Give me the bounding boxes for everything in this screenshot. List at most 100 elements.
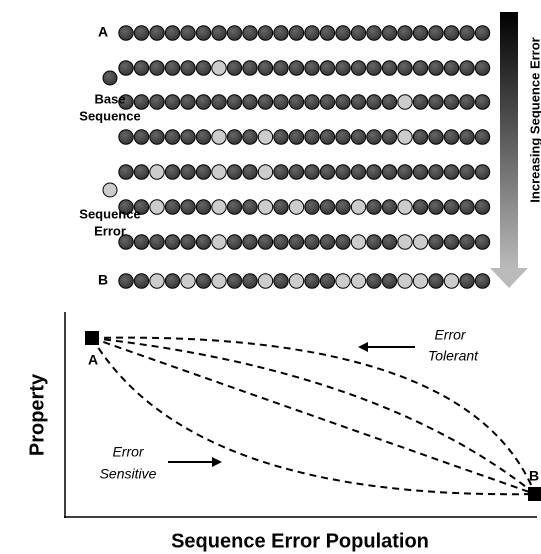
base-circle: [195, 129, 212, 145]
base-circle: [242, 25, 258, 41]
base-circle: [319, 129, 336, 145]
legend-base-icon: [102, 70, 118, 86]
base-circle: [180, 199, 196, 215]
error-circle: [211, 164, 227, 180]
base-circle: [412, 94, 429, 110]
base-circle: [319, 234, 336, 250]
error-circle: [350, 273, 367, 289]
base-circle: [459, 164, 475, 180]
base-circle: [133, 164, 150, 180]
base-circle: [366, 60, 382, 76]
base-circle: [195, 273, 212, 289]
base-circle: [381, 94, 398, 110]
base-circle: [304, 129, 320, 145]
base-circle: [304, 164, 320, 180]
error-circle: [397, 234, 413, 250]
base-circle: [149, 94, 165, 110]
base-circle: [273, 25, 289, 41]
base-circle: [164, 25, 181, 41]
arrow-head: [490, 268, 528, 288]
base-circle: [474, 60, 491, 76]
base-circle: [118, 94, 134, 110]
base-circle: [350, 164, 367, 180]
base-circle: [459, 25, 475, 41]
error-circle: [335, 273, 351, 289]
base-circle: [319, 60, 336, 76]
base-circle: [366, 94, 382, 110]
base-circle: [242, 199, 258, 215]
base-circle: [474, 94, 491, 110]
error-circle: [350, 199, 367, 215]
row-label: A: [98, 24, 108, 40]
base-circle: [180, 60, 196, 76]
base-circle: [335, 199, 351, 215]
base-circle: [195, 199, 212, 215]
error-circle: [211, 60, 227, 76]
base-circle: [443, 164, 460, 180]
base-circle: [257, 94, 274, 110]
base-circle: [397, 164, 413, 180]
base-circle: [319, 273, 336, 289]
annotation: Error: [112, 444, 144, 460]
base-circle: [381, 25, 398, 41]
error-circle: [211, 199, 227, 215]
arrow-label: Increasing Sequence Error: [527, 37, 541, 202]
gradient-arrow: [500, 12, 518, 270]
base-circle: [350, 25, 367, 41]
base-circle: [459, 234, 475, 250]
base-circle: [304, 60, 320, 76]
base-circle: [459, 273, 475, 289]
base-circle: [443, 60, 460, 76]
base-circle: [459, 199, 475, 215]
base-circle: [474, 164, 491, 180]
curve: [91, 336, 536, 495]
base-circle: [381, 60, 398, 76]
base-circle: [350, 60, 367, 76]
error-circle: [443, 273, 460, 289]
base-circle: [304, 273, 320, 289]
base-circle: [304, 199, 320, 215]
base-circle: [118, 199, 134, 215]
base-circle: [428, 164, 444, 180]
point-label: B: [529, 468, 539, 484]
base-circle: [195, 60, 212, 76]
base-circle: [335, 25, 351, 41]
error-circle: [257, 199, 274, 215]
base-circle: [335, 164, 351, 180]
base-circle: [428, 199, 444, 215]
base-circle: [133, 199, 150, 215]
annotation: Tolerant: [428, 348, 479, 364]
arrow-head: [212, 457, 222, 467]
base-circle: [459, 60, 475, 76]
base-circle: [288, 94, 305, 110]
base-circle: [443, 234, 460, 250]
base-circle: [164, 234, 181, 250]
base-circle: [273, 164, 289, 180]
error-circle: [257, 129, 274, 145]
base-circle: [319, 25, 336, 41]
base-circle: [242, 234, 258, 250]
base-circle: [226, 25, 243, 41]
base-circle: [118, 60, 134, 76]
base-circle: [242, 164, 258, 180]
base-circle: [118, 129, 134, 145]
legend-text: Sequence: [79, 108, 140, 123]
base-circle: [195, 234, 212, 250]
base-circle: [428, 129, 444, 145]
base-circle: [319, 164, 336, 180]
base-circle: [149, 129, 165, 145]
base-circle: [381, 164, 398, 180]
base-circle: [474, 25, 491, 41]
base-circle: [366, 199, 382, 215]
base-circle: [350, 129, 367, 145]
base-circle: [443, 129, 460, 145]
base-circle: [443, 199, 460, 215]
base-circle: [164, 60, 181, 76]
curve: [91, 337, 536, 496]
error-circle: [397, 199, 413, 215]
base-circle: [273, 199, 289, 215]
base-circle: [226, 273, 243, 289]
base-circle: [366, 25, 382, 41]
